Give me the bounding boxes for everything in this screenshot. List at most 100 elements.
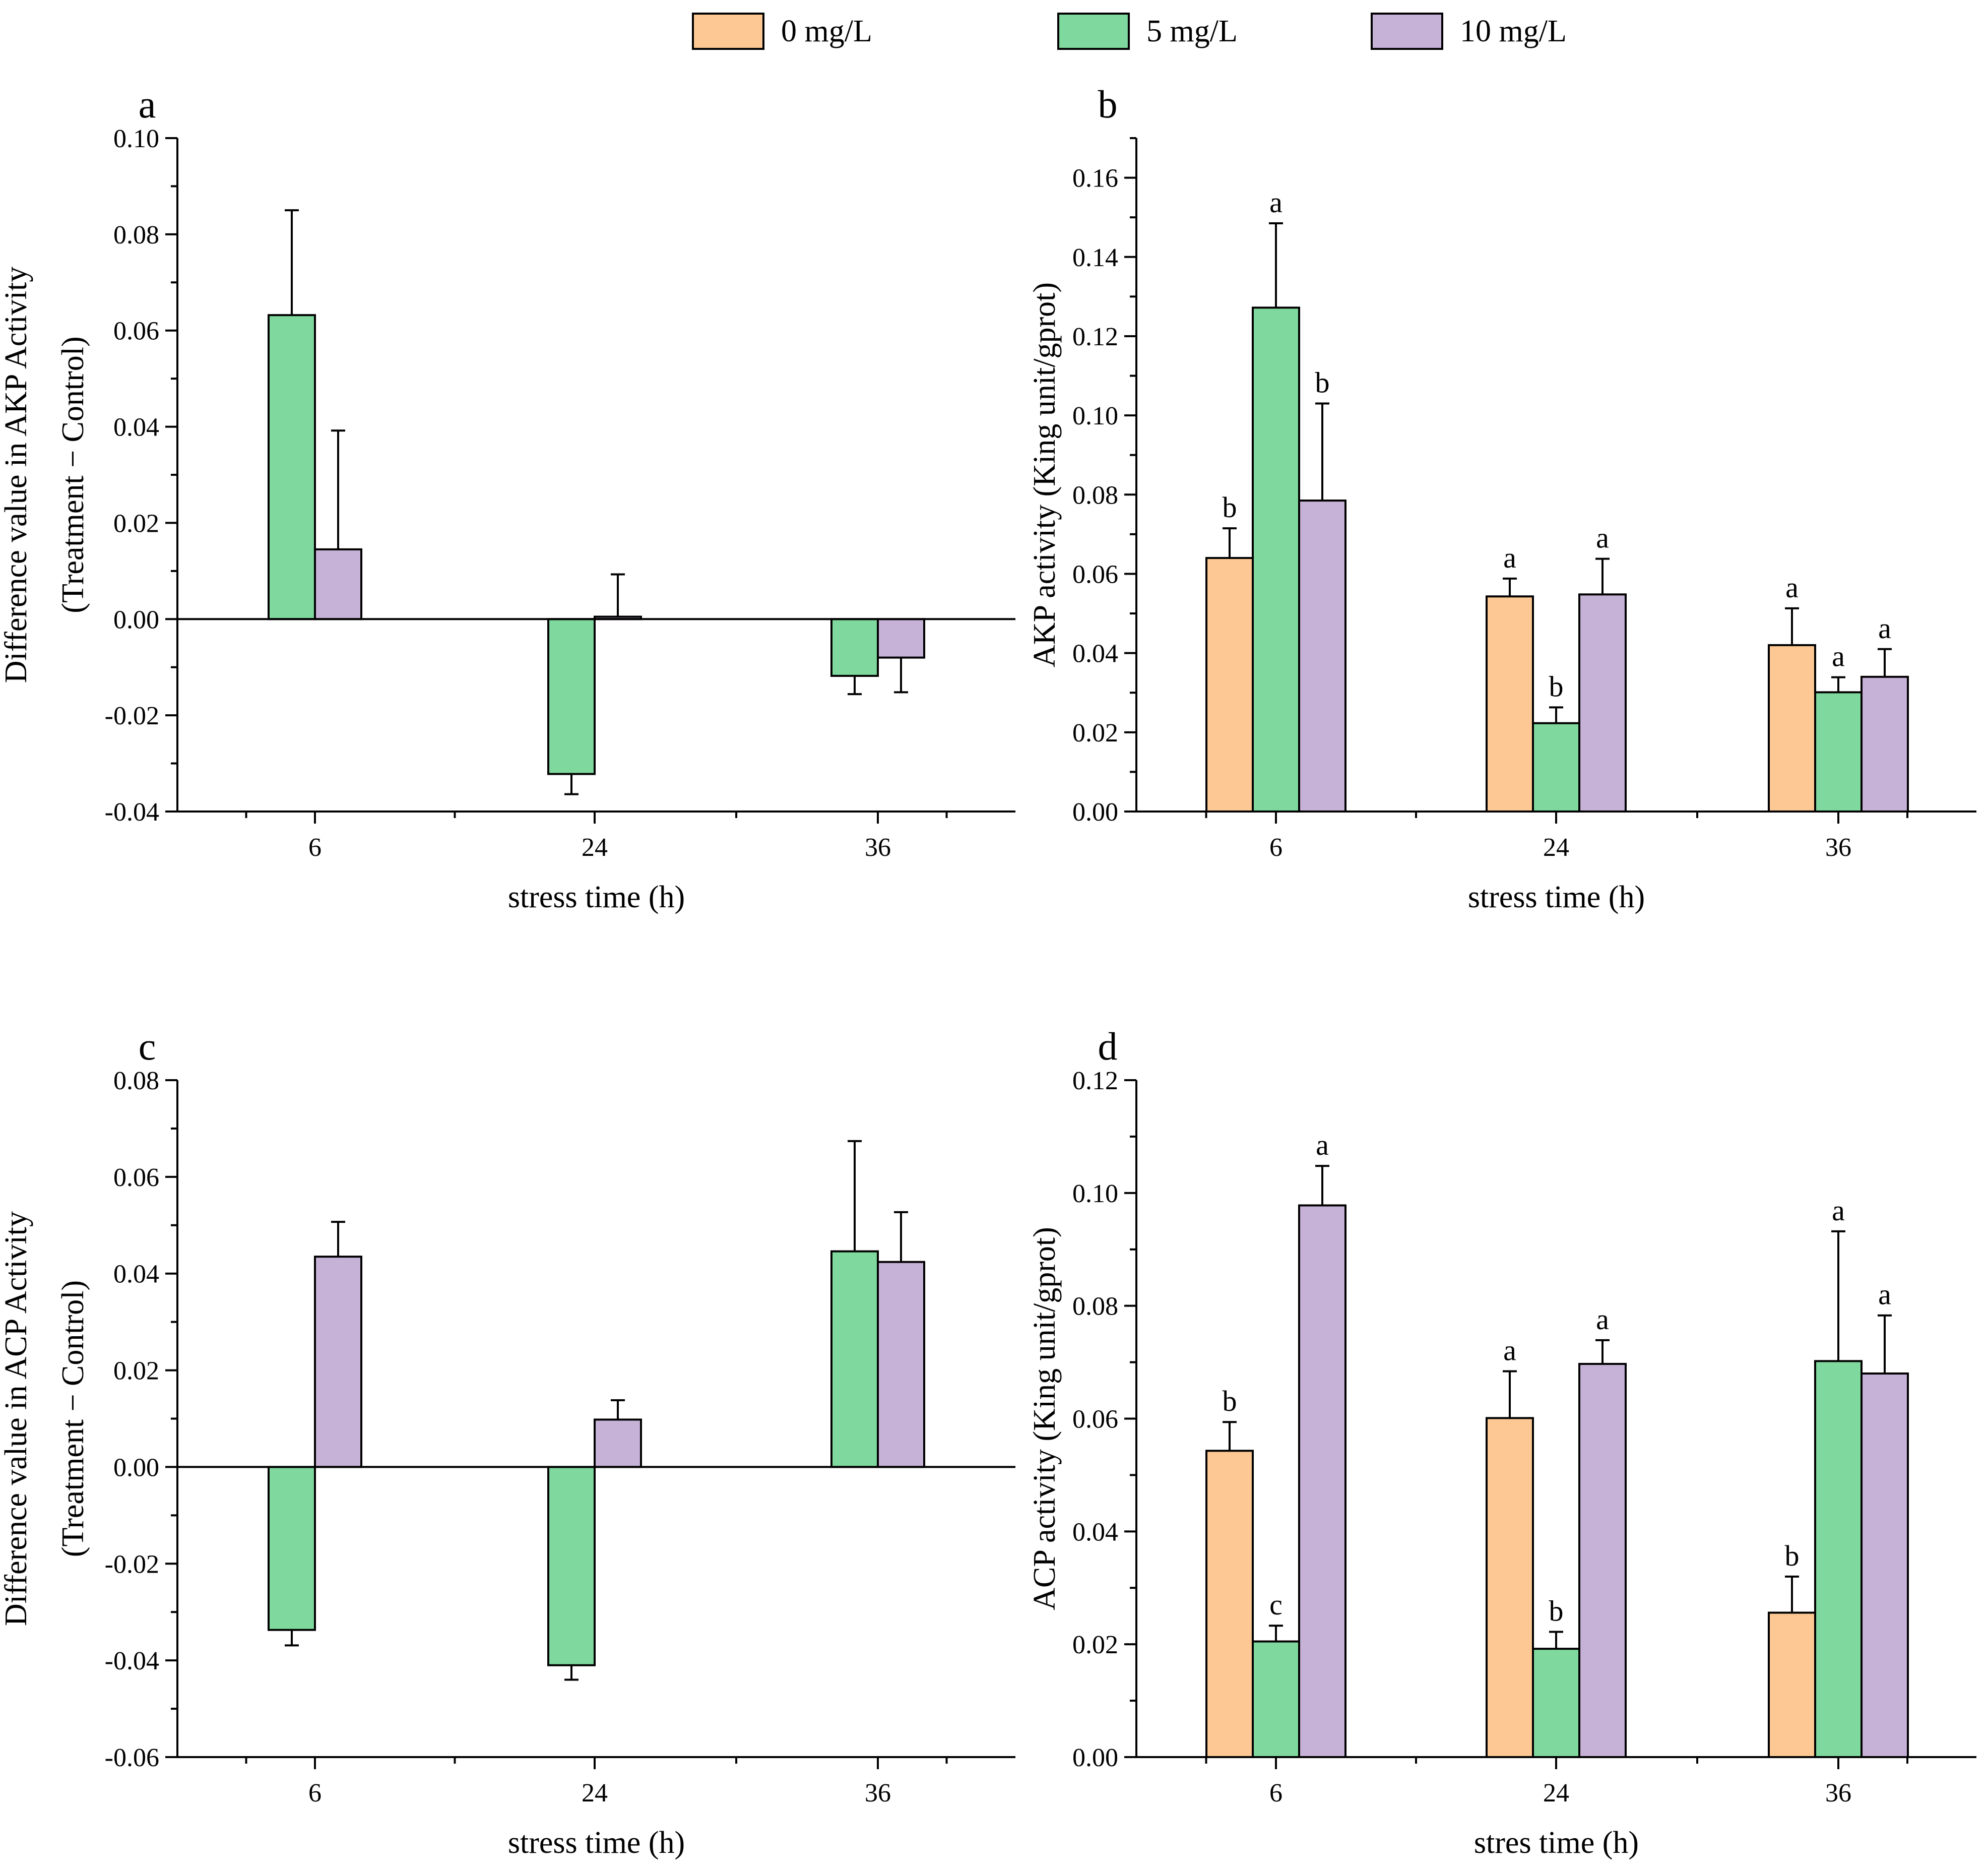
significance-letter: b — [1785, 1539, 1800, 1572]
legend-swatch-2 — [1371, 13, 1443, 50]
legend-label-2: 10 mg/L — [1460, 14, 1567, 48]
significance-letter: a — [1785, 571, 1799, 604]
bar-10mgl-24h — [1578, 1362, 1627, 1759]
x-tick-label: 24 — [582, 833, 608, 862]
legend-label-1: 5 mg/L — [1146, 14, 1238, 48]
y-tick-label: -0.02 — [105, 702, 159, 730]
bar-10mgl-6h — [1298, 1204, 1346, 1759]
bar-10mgl-6h — [314, 548, 362, 620]
x-tick-label: 36 — [865, 833, 891, 862]
y-axis-title: Difference value in ACP Activity — [0, 1211, 33, 1626]
x-tick-label: 6 — [1269, 833, 1282, 862]
x-tick-label: 36 — [1825, 833, 1851, 862]
x-tick-label: 24 — [1543, 833, 1569, 862]
y-tick-label: 0.08 — [1072, 481, 1118, 510]
y-tick-label: 0.02 — [1072, 1631, 1118, 1659]
panel-b-akp-activity-chart: b 0.00 0.02 0.04 0.06 0.08 0.10 0.12 0.14 0.16 6 24… — [1028, 82, 1976, 914]
bar-5mgl-36h — [830, 618, 879, 677]
y-tick-label: 0.08 — [113, 221, 159, 250]
y-axis-title: ACP activity (King unit/gprot) — [1028, 1227, 1062, 1610]
y-axis-title: (Treatment − Control) — [56, 336, 90, 613]
bar-10mgl-36h — [877, 618, 925, 659]
panel-c-acp-difference-chart: c -0.06 -0.04 -0.02 0.00 0.02 0.04 0.06 0.08 6 24 3… — [0, 1024, 1015, 1860]
x-axis-title: stress time (h) — [508, 880, 685, 914]
significance-letter: a — [1596, 1303, 1609, 1336]
bar-10mgl-36h — [1861, 1372, 1909, 1758]
panel-label: c — [139, 1024, 156, 1068]
significance-letter: a — [1503, 1334, 1516, 1366]
bar-0mgl-24h — [1486, 595, 1534, 813]
x-tick-label: 6 — [308, 1779, 322, 1807]
bar-5mgl-6h — [268, 314, 316, 620]
significance-letter: a — [1832, 640, 1845, 673]
y-tick-label: 0.06 — [113, 317, 159, 346]
y-tick-label: 0.06 — [1072, 1405, 1118, 1434]
bar-10mgl-6h — [1298, 500, 1346, 813]
y-tick-label: -0.04 — [105, 1647, 159, 1675]
y-tick-label: 0.04 — [113, 1260, 159, 1289]
bar-5mgl-6h — [1252, 1640, 1300, 1758]
panel-label: a — [139, 82, 156, 126]
bar-5mgl-24h — [547, 1466, 596, 1666]
significance-letter: a — [1596, 522, 1609, 554]
y-axis-title: (Treatment − Control) — [56, 1280, 90, 1557]
x-axis-title: stress time (h) — [1468, 880, 1645, 914]
bar-5mgl-36h — [1814, 1360, 1863, 1758]
bar-10mgl-36h — [1861, 675, 1909, 813]
bar-5mgl-36h — [1814, 691, 1863, 813]
y-tick-label: 0.02 — [113, 509, 159, 538]
bar-0mgl-6h — [1205, 557, 1254, 813]
y-tick-label: 0.10 — [1072, 402, 1118, 430]
x-tick-label: 6 — [308, 833, 322, 862]
y-tick-label: 0.06 — [113, 1163, 159, 1192]
y-tick-label: 0.02 — [1072, 719, 1118, 747]
significance-letter: b — [1223, 1385, 1237, 1417]
y-tick-label: -0.06 — [105, 1743, 159, 1772]
significance-letter: b — [1223, 491, 1237, 524]
bar-0mgl-24h — [1486, 1417, 1534, 1758]
significance-letter: b — [1315, 366, 1330, 399]
significance-letter: a — [1316, 1129, 1329, 1161]
legend-swatch-0 — [692, 13, 764, 50]
bar-10mgl-36h — [877, 1261, 925, 1468]
panel-label: d — [1098, 1024, 1118, 1068]
x-tick-label: 6 — [1269, 1779, 1282, 1807]
bar-0mgl-36h — [1768, 644, 1816, 813]
y-tick-label: 0.04 — [1072, 1518, 1118, 1546]
legend-swatch-1 — [1057, 13, 1130, 50]
x-axis-title: stress time (h) — [508, 1826, 685, 1860]
legend-label-0: 0 mg/L — [781, 14, 872, 48]
significance-letter: c — [1269, 1588, 1282, 1621]
y-tick-label: 0.08 — [113, 1067, 159, 1095]
x-axis-title: stres time (h) — [1474, 1826, 1639, 1860]
bar-5mgl-24h — [547, 618, 596, 775]
significance-letter: a — [1503, 541, 1516, 574]
bar-5mgl-36h — [830, 1250, 879, 1468]
bar-5mgl-24h — [1532, 1648, 1580, 1759]
y-tick-label: 0.12 — [1072, 323, 1118, 351]
bar-10mgl-6h — [314, 1256, 362, 1468]
panel-a-akp-difference-chart: a -0.04 -0.02 0.00 0.02 0.04 0.06 0.08 0.10 6 24 36… — [0, 82, 1015, 914]
bar-5mgl-6h — [1252, 306, 1300, 813]
y-tick-label: 0.00 — [113, 605, 159, 634]
bar-0mgl-36h — [1768, 1611, 1816, 1759]
y-tick-label: -0.02 — [105, 1550, 159, 1579]
y-tick-label: -0.04 — [105, 798, 159, 827]
panel-label: b — [1098, 82, 1118, 126]
y-tick-label: 0.06 — [1072, 560, 1118, 589]
bar-5mgl-24h — [1532, 722, 1580, 813]
y-axis-title: AKP activity (King unit/gprot) — [1028, 282, 1062, 667]
significance-letter: a — [1878, 612, 1891, 645]
x-tick-label: 36 — [1825, 1779, 1851, 1807]
y-tick-label: 0.10 — [113, 124, 159, 153]
x-tick-label: 24 — [582, 1779, 608, 1807]
panel-d-acp-activity-chart: d 0.00 0.02 0.04 0.06 0.08 0.10 0.12 6 24 36 stres … — [1028, 1024, 1976, 1860]
y-tick-label: 0.08 — [1072, 1292, 1118, 1321]
y-tick-label: 0.00 — [113, 1453, 159, 1482]
x-tick-label: 24 — [1543, 1779, 1569, 1807]
significance-letter: a — [1832, 1194, 1845, 1227]
x-tick-label: 36 — [865, 1779, 891, 1807]
y-axis-title: Difference value in AKP Activity — [0, 267, 33, 683]
bar-0mgl-6h — [1205, 1450, 1254, 1758]
